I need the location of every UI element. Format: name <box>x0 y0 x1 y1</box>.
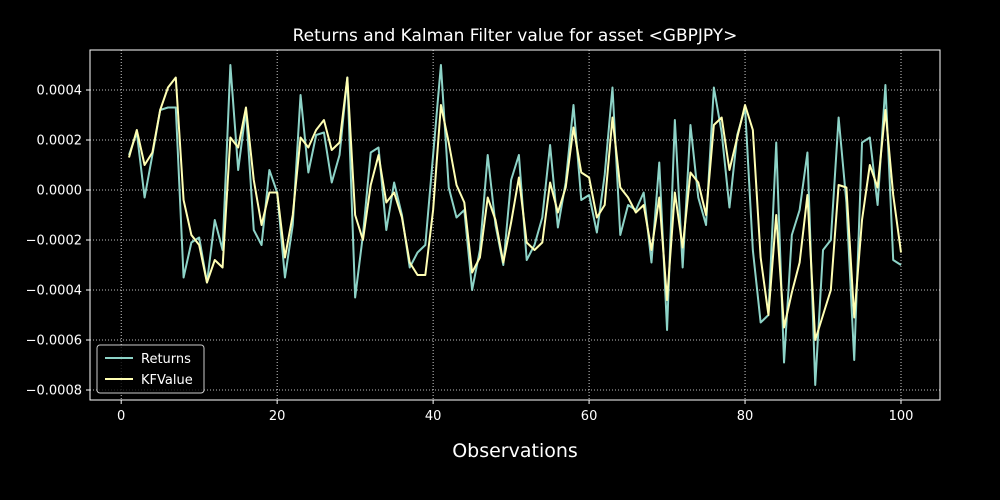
series-line-kfvalue <box>128 76 903 341</box>
legend: Returns KFValue <box>96 344 205 394</box>
x-tick-label: 0 <box>117 409 125 424</box>
chart-title: Returns and Kalman Filter value for asse… <box>293 26 738 46</box>
y-tick-label: 0.0004 <box>37 84 83 99</box>
y-tick-label: −0.0002 <box>26 234 82 249</box>
x-tick-label: 40 <box>425 409 442 424</box>
grid <box>90 50 940 400</box>
y-tick-label: 0.0000 <box>37 184 83 199</box>
series-layer <box>128 64 903 386</box>
axis-ticks: 0 20 40 60 80 100 −0.0008 −0.0006 −0.0004 −0.0002… <box>26 84 914 425</box>
x-tick-label: 100 <box>889 409 914 424</box>
y-tick-label: −0.0008 <box>26 384 82 399</box>
legend-label-kfvalue: KFValue <box>141 373 193 388</box>
x-tick-label: 80 <box>737 409 754 424</box>
series-line-returns <box>128 64 902 386</box>
x-axis-label: Observations <box>452 440 578 462</box>
x-tick-label: 60 <box>581 409 598 424</box>
y-tick-label: 0.0002 <box>37 134 83 149</box>
y-tick-label: −0.0006 <box>26 334 82 349</box>
plot-frame <box>89 49 941 401</box>
legend-label-returns: Returns <box>141 352 191 367</box>
x-tick-label: 20 <box>269 409 286 424</box>
y-tick-label: −0.0004 <box>26 284 82 299</box>
